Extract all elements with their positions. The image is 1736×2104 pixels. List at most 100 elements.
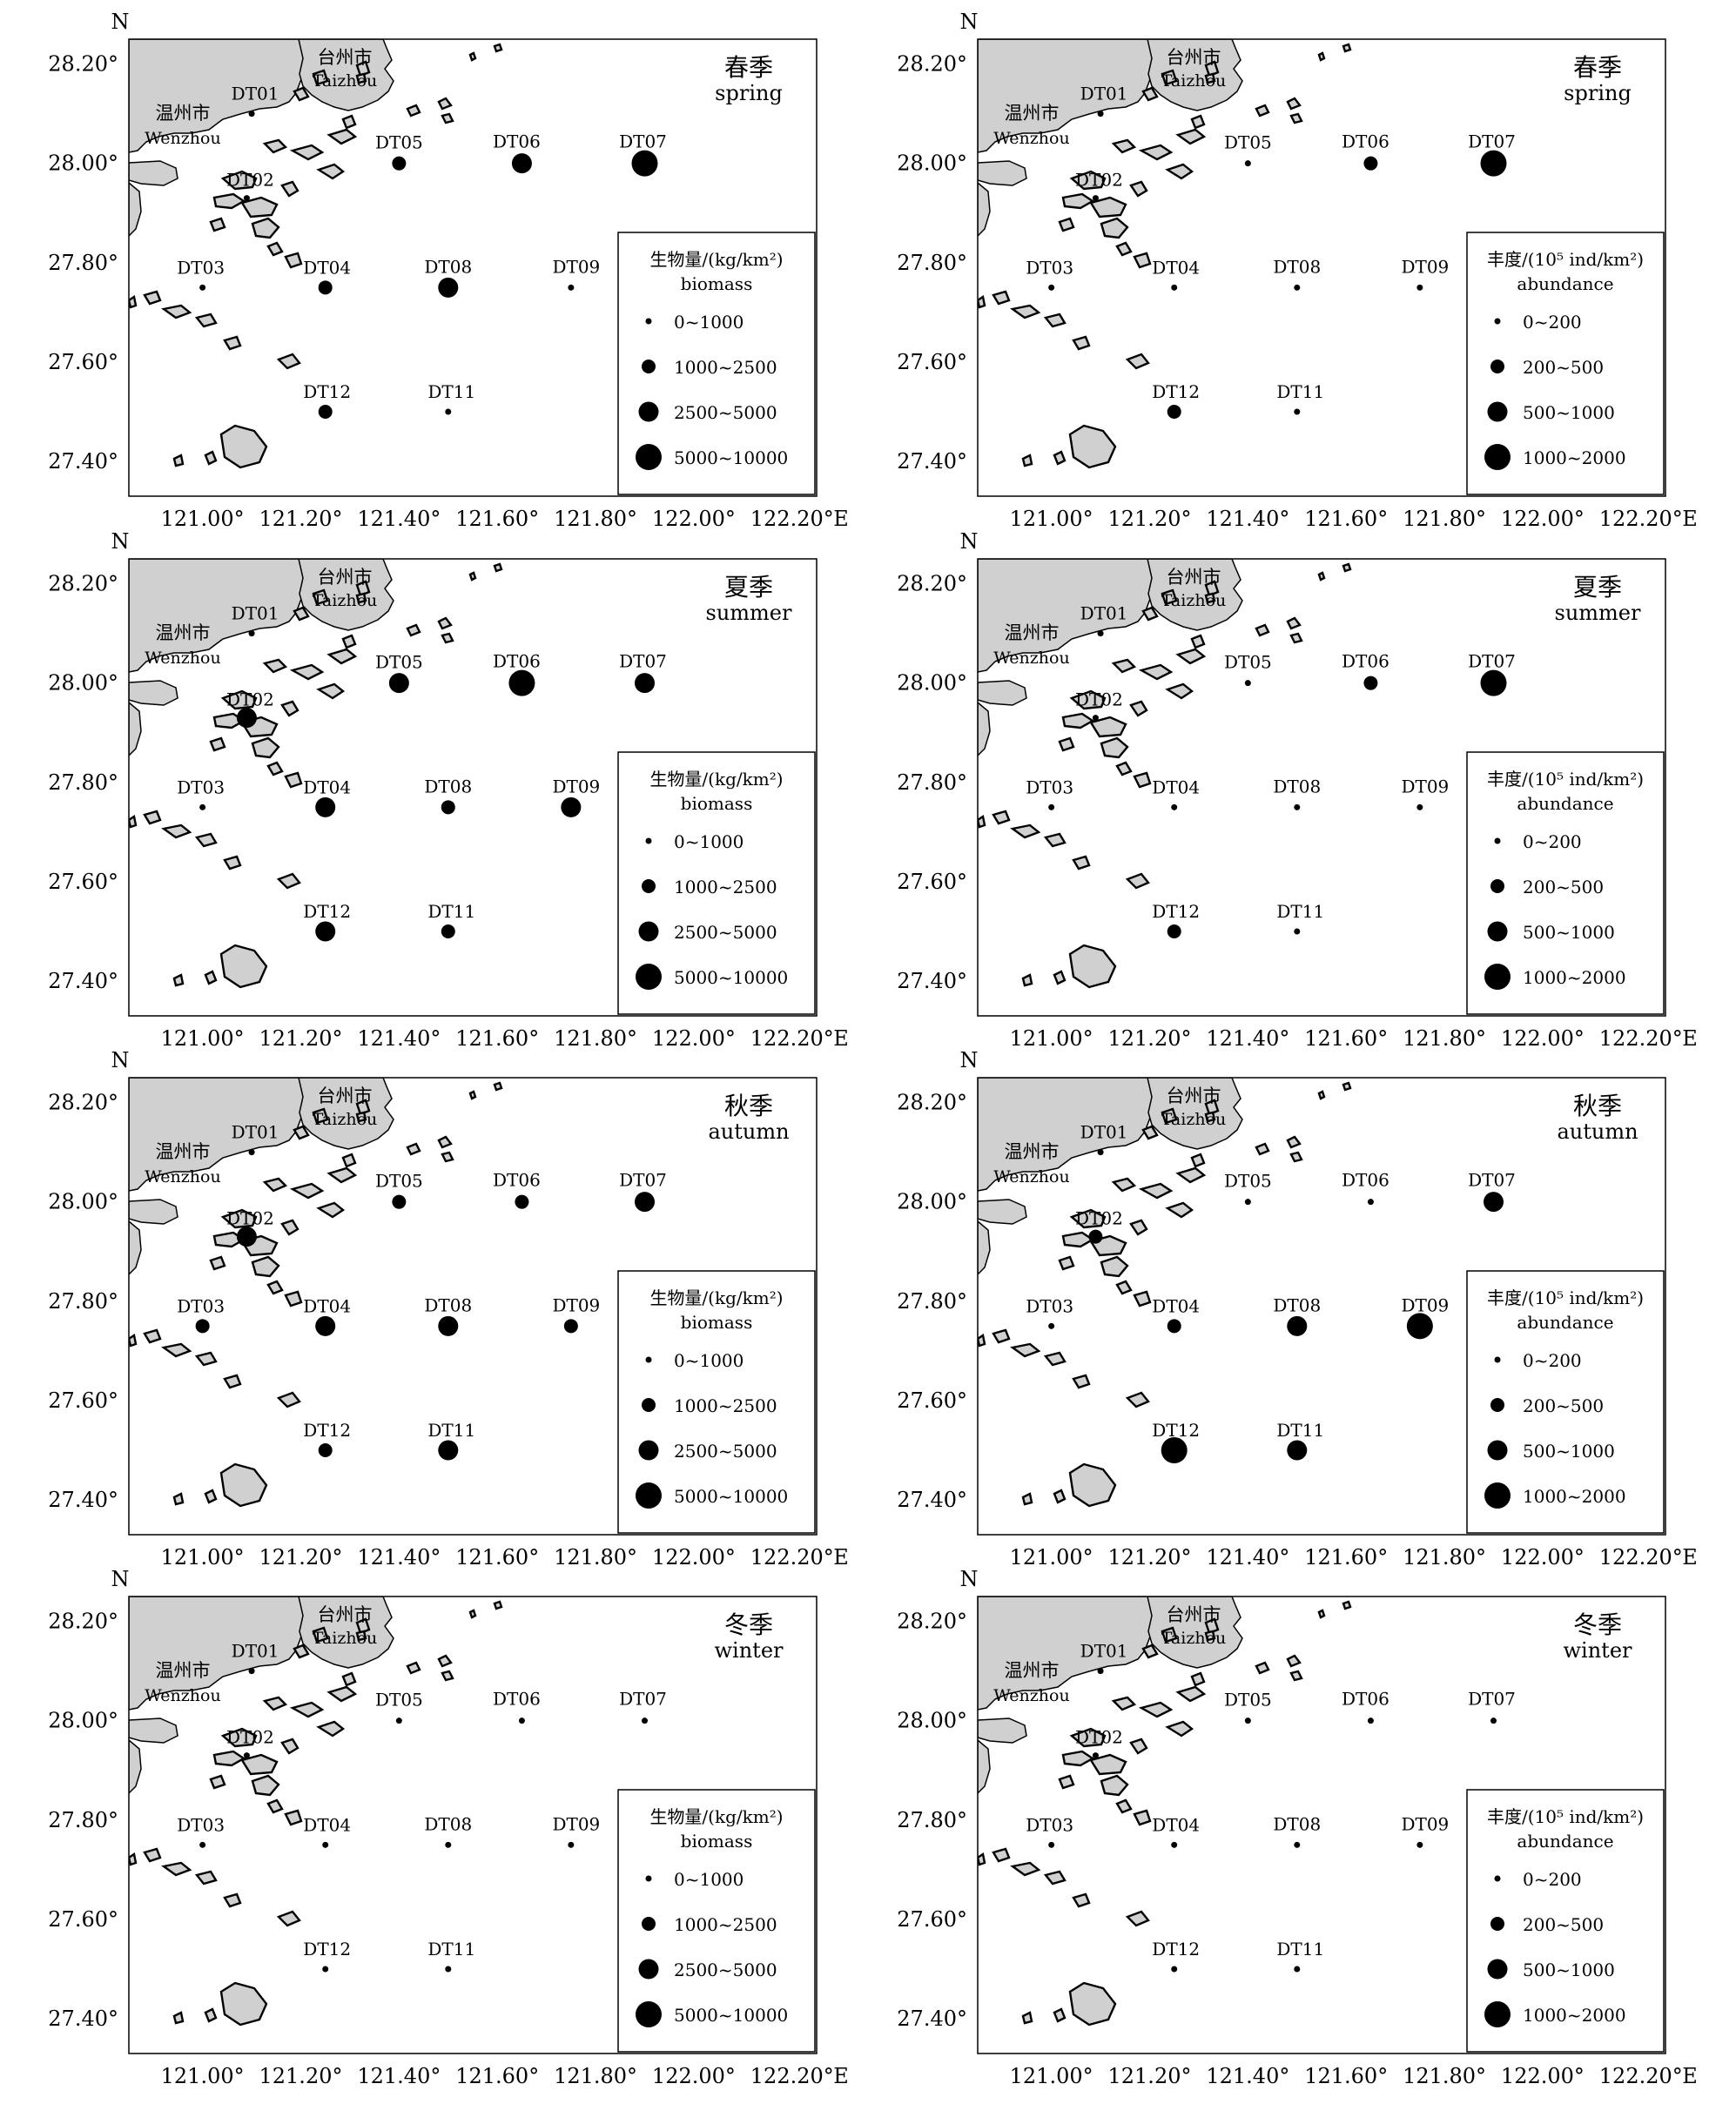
island xyxy=(262,1177,288,1193)
longitude-tick-label: 121.00° xyxy=(1010,507,1093,531)
land-area xyxy=(978,160,1027,186)
island xyxy=(1133,1809,1152,1826)
longitude-tick-label: 121.00° xyxy=(161,1026,245,1051)
station-marker-dt06 xyxy=(508,669,535,696)
legend-class-label: 1000~2500 xyxy=(674,357,777,378)
season-title-cn: 春季 xyxy=(1573,53,1622,82)
map-frame xyxy=(977,1077,1666,1536)
legend-marker xyxy=(1494,318,1501,325)
island xyxy=(1069,689,1107,710)
map-frame xyxy=(977,38,1666,497)
place-name-cn: 台州市 xyxy=(318,1604,373,1625)
longitude-tick-label: 122.20° xyxy=(750,507,834,531)
island xyxy=(493,1600,503,1610)
latitude-tick-label: 27.60° xyxy=(48,1388,118,1413)
island xyxy=(240,196,279,218)
latitude-tick-label: 27.60° xyxy=(897,350,967,374)
station-marker-dt12 xyxy=(318,404,333,419)
east-label: E xyxy=(833,507,849,531)
station-label: DT06 xyxy=(1342,131,1389,152)
station-marker-dt12 xyxy=(318,1442,333,1457)
island xyxy=(280,180,299,198)
island xyxy=(1138,1182,1174,1200)
latitude-tick-label: 28.20° xyxy=(48,1610,118,1634)
island xyxy=(1138,1701,1174,1718)
island xyxy=(209,1774,226,1790)
longitude-tick-label: 121.60° xyxy=(1304,507,1388,531)
latitude-tick-label: 27.80° xyxy=(897,251,967,275)
land-area xyxy=(129,680,178,706)
station-label: DT04 xyxy=(1152,257,1200,278)
legend-marker xyxy=(645,1875,652,1882)
place-name-en: Wenzhou xyxy=(145,1167,220,1186)
station-label: DT02 xyxy=(1075,170,1123,191)
station-marker-dt09 xyxy=(1406,1313,1433,1340)
island xyxy=(1061,1231,1095,1248)
island xyxy=(1190,1671,1206,1687)
legend-marker xyxy=(645,318,652,325)
island xyxy=(1010,1861,1041,1877)
legend-box: 生物量/(kg/km²) biomass 0~1000 1000~2500 2500~5… xyxy=(617,751,816,1015)
station-marker-dt01 xyxy=(1097,111,1104,118)
season-title-cn: 春季 xyxy=(724,53,773,82)
island xyxy=(276,872,301,890)
island xyxy=(316,1720,346,1738)
longitude-tick-label: 121.40° xyxy=(357,2064,441,2088)
place-name-en: Taizhou xyxy=(1161,591,1227,610)
island xyxy=(1204,1099,1220,1116)
station-label: DT05 xyxy=(1224,652,1272,673)
island xyxy=(212,1231,246,1248)
latitude-tick-label: 27.40° xyxy=(48,969,118,993)
latitude-tick-label: 27.40° xyxy=(897,1488,967,1512)
longitude-tick-label: 122.00° xyxy=(1501,2064,1585,2088)
island xyxy=(251,217,280,239)
station-label: DT09 xyxy=(552,256,600,277)
land-area xyxy=(129,1199,178,1225)
island xyxy=(316,163,346,180)
legend-class-label: 1000~2500 xyxy=(674,1395,777,1416)
station-marker-dt06 xyxy=(515,1194,529,1209)
longitude-tick-label: 121.60° xyxy=(455,1026,539,1051)
station-marker-dt05 xyxy=(392,156,407,171)
island xyxy=(978,1852,986,1866)
legend-marker xyxy=(1487,921,1508,942)
longitude-tick-label: 121.00° xyxy=(161,2064,245,2088)
place-name-en: Wenzhou xyxy=(145,649,220,668)
island xyxy=(289,144,325,161)
season-title-en: winter xyxy=(715,1638,784,1663)
legend-marker xyxy=(638,1440,659,1461)
island xyxy=(1068,1981,1117,2027)
latitude-tick-label: 28.00° xyxy=(897,1190,967,1214)
longitude-tick-label: 121.40° xyxy=(1206,2064,1289,2088)
longitude-tick-label: 122.20° xyxy=(1599,1545,1683,1570)
island xyxy=(1165,1201,1194,1219)
island xyxy=(223,1892,242,1908)
latitude-tick-label: 28.20° xyxy=(897,1610,967,1634)
island xyxy=(493,1081,503,1092)
legend-title-en: abundance xyxy=(1517,1312,1613,1333)
latitude-tick-label: 28.20° xyxy=(897,1091,967,1115)
station-label: DT06 xyxy=(1342,651,1389,672)
island xyxy=(1068,1462,1117,1508)
longitude-tick-label: 121.20° xyxy=(259,1026,343,1051)
station-label: DT09 xyxy=(1401,256,1449,277)
island xyxy=(1317,571,1326,581)
island xyxy=(276,1910,301,1927)
station-marker-dt11 xyxy=(445,1966,452,1973)
island xyxy=(172,973,185,987)
island xyxy=(1010,1342,1041,1358)
longitude-tick-label: 122.20° xyxy=(750,2064,834,2088)
island xyxy=(172,454,185,467)
longitude-tick-label: 122.00° xyxy=(1501,1026,1585,1051)
station-marker-dt01 xyxy=(1097,630,1104,637)
coastline-layer xyxy=(129,559,503,989)
station-label: DT09 xyxy=(552,1294,600,1315)
island xyxy=(1053,2007,1066,2023)
legend-title-cn: 丰度/(10⁵ ind/km²) xyxy=(1487,1287,1644,1308)
island xyxy=(1021,1492,1033,1506)
station-label: DT12 xyxy=(1152,381,1200,402)
place-name-cn: 台州市 xyxy=(1167,1604,1221,1625)
season-title-en: summer xyxy=(1555,601,1641,625)
island xyxy=(468,51,477,62)
island xyxy=(194,1351,218,1367)
